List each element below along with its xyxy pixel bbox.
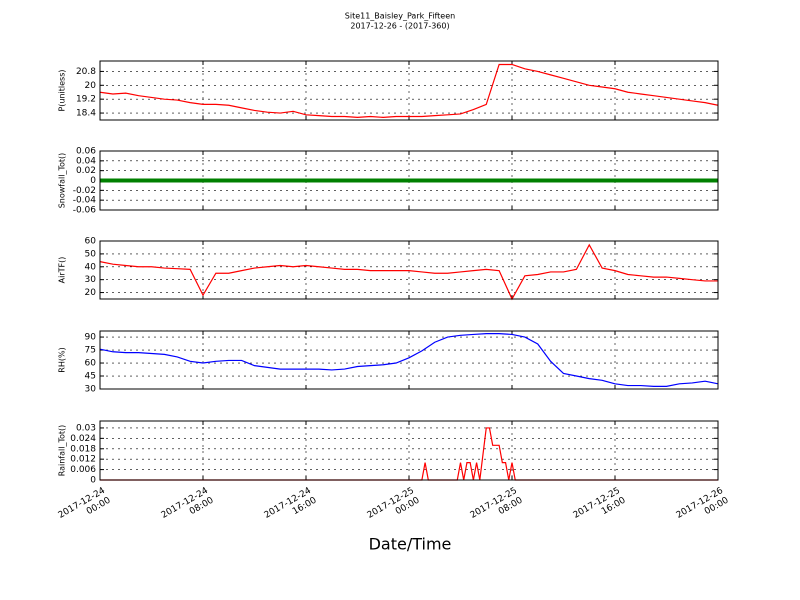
y-axis-label: Snowfall_Tot() bbox=[58, 153, 67, 209]
axes-frame bbox=[99, 330, 719, 390]
y-axis-label: P(unitless) bbox=[58, 69, 67, 111]
y-tick-label: 19.2 bbox=[76, 95, 96, 105]
y-tick-label: -0.04 bbox=[73, 196, 97, 206]
y-tick-label: 45 bbox=[85, 372, 96, 382]
y-tick-label: 75 bbox=[85, 346, 96, 356]
y-tick-label: 0 bbox=[90, 476, 96, 486]
y-tick-label: -0.02 bbox=[73, 186, 96, 196]
y-tick-label: 0.012 bbox=[70, 455, 96, 465]
y-tick-label: 0.04 bbox=[76, 156, 96, 166]
y-tick-label: -0.06 bbox=[73, 206, 97, 216]
x-axis-label: Date/Time bbox=[369, 535, 452, 554]
y-axis-label: RH(%) bbox=[58, 347, 67, 372]
y-tick-label: 0.024 bbox=[70, 434, 96, 444]
y-tick-label: 0.006 bbox=[70, 465, 96, 475]
chart-subtitle: 2017-12-26 - (2017-360) bbox=[350, 22, 449, 31]
y-axis-label: Rainfall_Tot() bbox=[58, 425, 67, 477]
y-tick-label: 0.02 bbox=[76, 166, 96, 176]
y-axis-label: AirTF() bbox=[58, 257, 67, 284]
y-tick-label: 0.018 bbox=[70, 444, 96, 454]
axes-frame bbox=[99, 60, 719, 121]
data-line bbox=[100, 427, 718, 481]
y-tick-label: 20 bbox=[85, 81, 97, 91]
axes-frame bbox=[99, 240, 719, 300]
axes-frame bbox=[99, 150, 719, 211]
y-tick-label: 60 bbox=[85, 359, 97, 369]
y-tick-label: 18.4 bbox=[76, 109, 96, 119]
y-tick-label: 0 bbox=[90, 176, 96, 186]
y-tick-label: 40 bbox=[85, 262, 97, 272]
y-tick-label: 0.06 bbox=[76, 147, 96, 157]
chart-title: Site11_Baisley_Park_Fifteen bbox=[345, 12, 455, 21]
y-tick-label: 20 bbox=[85, 288, 97, 298]
y-tick-label: 30 bbox=[85, 275, 97, 285]
y-tick-label: 20.8 bbox=[76, 67, 96, 77]
y-tick-label: 0.03 bbox=[76, 423, 96, 433]
data-line bbox=[99, 63, 719, 119]
y-tick-label: 30 bbox=[85, 385, 97, 395]
y-tick-label: 90 bbox=[85, 333, 97, 343]
y-tick-label: 50 bbox=[85, 249, 97, 259]
data-line bbox=[99, 243, 718, 301]
axes-frame bbox=[99, 420, 719, 481]
y-tick-label: 60 bbox=[85, 237, 97, 247]
data-line bbox=[99, 333, 719, 387]
